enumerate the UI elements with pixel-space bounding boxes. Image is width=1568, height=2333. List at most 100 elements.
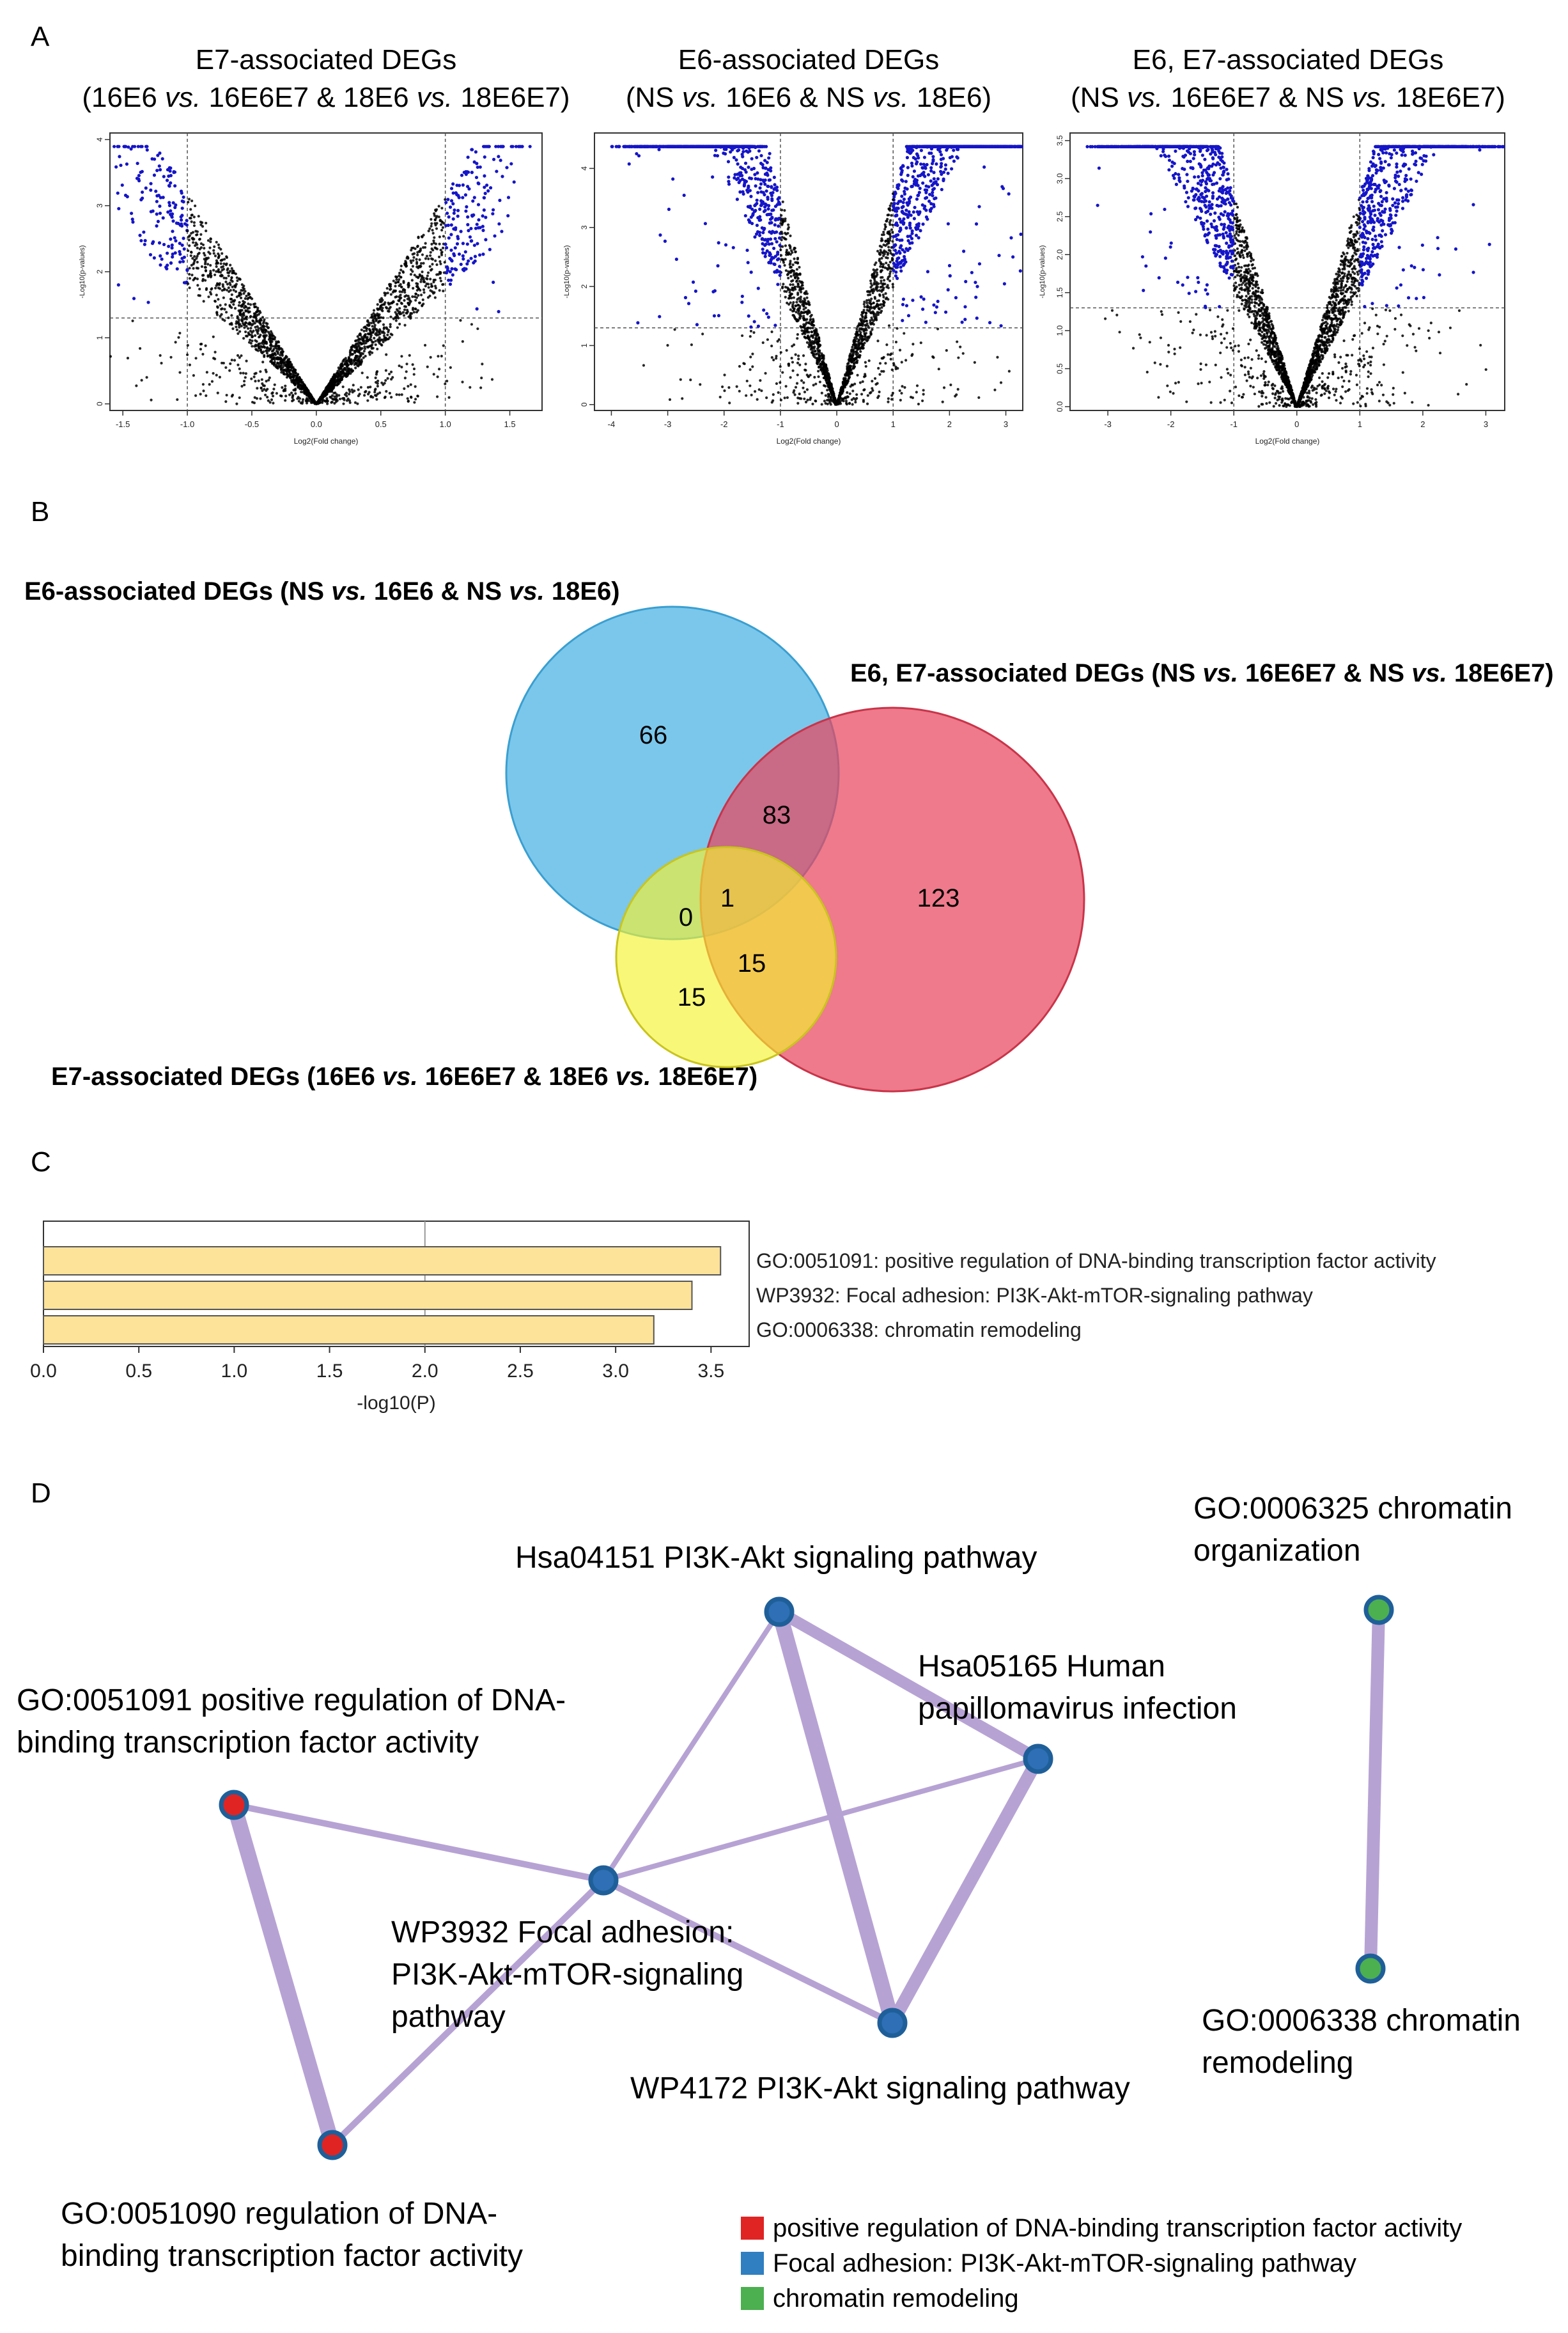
gene-point [231, 267, 233, 270]
significant-point [474, 255, 477, 258]
gene-point [431, 249, 434, 251]
gene-point [244, 297, 247, 300]
gene-point [270, 398, 273, 401]
gene-point [201, 265, 203, 268]
gene-point [666, 344, 669, 347]
gene-point [387, 329, 390, 331]
gene-point [289, 376, 291, 378]
gene-point [812, 384, 815, 386]
gene-point [224, 400, 227, 403]
significant-point [160, 258, 164, 261]
gene-point [793, 343, 795, 346]
significant-point [934, 311, 937, 314]
gene-point [220, 308, 222, 310]
gene-point [363, 335, 366, 338]
gene-point [263, 354, 265, 357]
gene-point [217, 270, 219, 272]
gene-point [199, 247, 201, 250]
significant-point [899, 269, 903, 272]
gene-point [198, 238, 201, 240]
gene-point [846, 391, 848, 394]
gene-point [261, 382, 263, 385]
gene-point [414, 295, 416, 298]
significant-point [484, 215, 487, 219]
x-tick-label: 0.5 [375, 419, 387, 429]
gene-point [239, 309, 242, 311]
gene-point [376, 393, 379, 395]
significant-point [449, 270, 452, 273]
gene-point [397, 316, 400, 319]
significant-point [683, 194, 686, 197]
significant-point [778, 265, 781, 268]
gene-point [187, 201, 189, 203]
gene-point [240, 293, 242, 295]
significant-point [713, 154, 717, 157]
gene-point [433, 212, 435, 215]
gene-point [226, 394, 228, 396]
gene-point [190, 251, 192, 254]
gene-point [418, 302, 421, 304]
gene-point [277, 350, 279, 353]
significant-point [769, 169, 772, 173]
gene-point [795, 353, 797, 355]
significant-point [529, 145, 532, 148]
significant-point [137, 177, 140, 180]
gene-point [772, 359, 775, 361]
gene-point [203, 254, 206, 256]
significant-point [930, 183, 933, 187]
significant-point [741, 150, 745, 153]
gene-point [449, 366, 452, 369]
gene-point [230, 276, 233, 279]
gene-point [350, 359, 352, 361]
gene-point [188, 244, 190, 247]
gene-point [429, 254, 431, 257]
gene-point [423, 291, 425, 293]
gene-point [208, 383, 211, 386]
significant-point [183, 281, 186, 284]
significant-point [131, 221, 134, 224]
gene-point [956, 340, 958, 343]
significant-point [466, 155, 469, 159]
gene-point [256, 325, 259, 328]
gene-point [241, 320, 244, 322]
gene-point [339, 366, 342, 368]
significant-point [915, 234, 918, 237]
significant-point [975, 285, 979, 288]
gene-point [795, 301, 798, 304]
significant-point [974, 295, 977, 299]
x-tick-label: 0.0 [311, 419, 322, 429]
gene-point [238, 304, 240, 307]
gene-point [784, 232, 786, 235]
gene-point [432, 232, 435, 235]
significant-point [466, 242, 469, 246]
gene-point [403, 308, 406, 311]
significant-point [162, 196, 165, 199]
significant-point [453, 212, 456, 215]
gene-point [802, 387, 804, 389]
significant-point [450, 267, 453, 270]
gene-point [206, 274, 209, 277]
gene-point [234, 307, 237, 309]
gene-point [957, 388, 959, 391]
gene-point [873, 272, 875, 275]
significant-point [483, 175, 486, 178]
gene-point [789, 266, 791, 269]
significant-point [756, 191, 759, 194]
gene-point [409, 317, 412, 320]
gene-point [390, 396, 392, 398]
significant-point [776, 253, 779, 256]
significant-point [149, 182, 152, 185]
gene-point [233, 300, 235, 303]
gene-point [380, 304, 383, 306]
gene-point [366, 399, 369, 402]
significant-point [449, 283, 452, 286]
gene-point [248, 293, 251, 295]
significant-point [153, 173, 156, 176]
gene-point [326, 402, 329, 405]
gene-point [211, 380, 213, 382]
gene-point [250, 377, 252, 380]
gene-point [962, 352, 965, 355]
gene-point [228, 286, 230, 289]
gene-point [229, 279, 232, 281]
gene-point [299, 384, 302, 386]
